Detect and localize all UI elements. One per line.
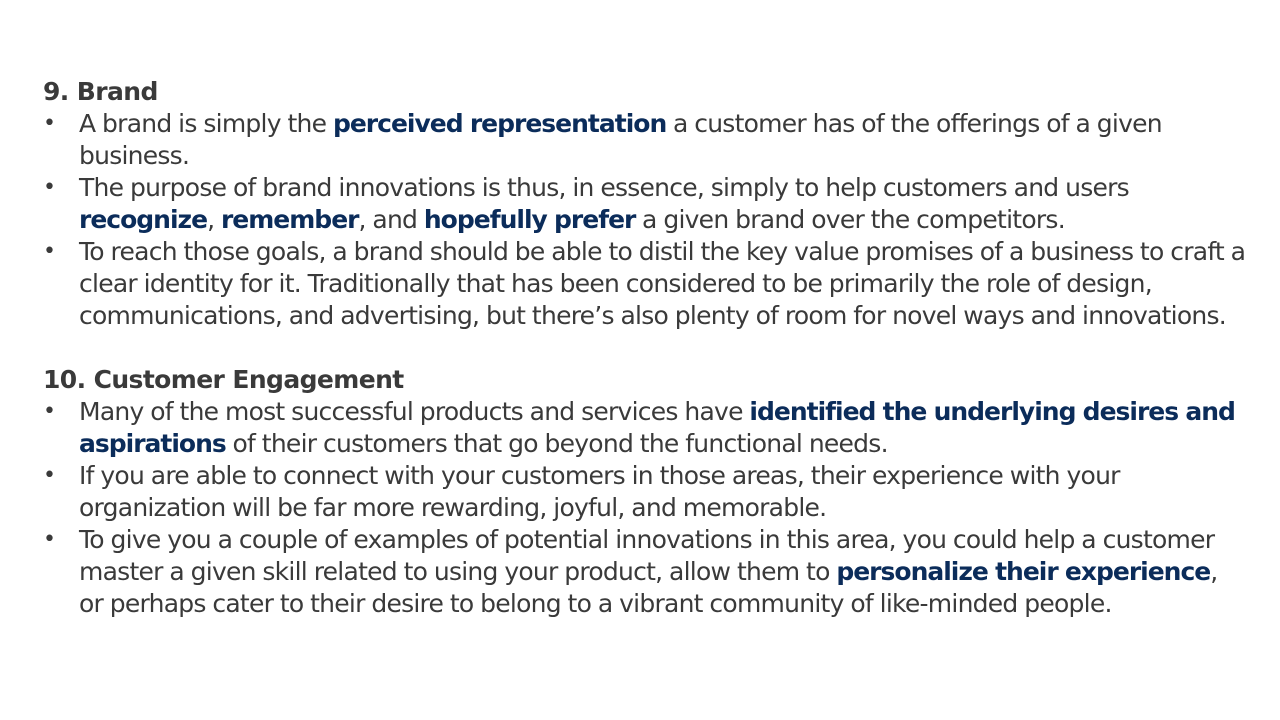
highlighted-term: hopefully prefer	[423, 205, 636, 234]
bullet-icon: •	[43, 399, 56, 424]
bullet-text: , and	[358, 205, 424, 234]
bullet-text: To give you a couple of examples of pote…	[79, 525, 1215, 586]
highlighted-term: recognize	[79, 205, 208, 234]
bullet-text: If you are able to connect with your cus…	[79, 461, 1120, 522]
highlighted-term: perceived representation	[332, 109, 667, 138]
highlighted-term: personalize their experience	[836, 557, 1211, 586]
bullet-icon: •	[43, 175, 56, 200]
section-heading: 10. Customer Engagement	[43, 365, 404, 394]
bullet-text: To reach those goals, a brand should be …	[79, 237, 1246, 330]
bullet-text: of their customers that go beyond the fu…	[225, 429, 888, 458]
bullet-item: • To reach those goals, a brand should be…	[43, 236, 1248, 332]
bullet-icon: •	[43, 111, 56, 136]
bullet-item: • If you are able to connect with your cu…	[43, 460, 1248, 524]
section-brand: 9. Brand • A brand is simply the perceive…	[43, 76, 1248, 332]
bullet-item: • Many of the most successful products an…	[43, 396, 1248, 460]
bullet-text: A brand is simply the	[79, 109, 333, 138]
bullet-item: • A brand is simply the perceived represe…	[43, 108, 1248, 172]
slide-content: 9. Brand • A brand is simply the perceive…	[43, 76, 1248, 620]
bullet-list: • Many of the most successful products an…	[43, 396, 1248, 620]
bullet-item: • To give you a couple of examples of pot…	[43, 524, 1248, 620]
bullet-text: The purpose of brand innovations is thus…	[79, 173, 1130, 202]
section-customer-engagement: 10. Customer Engagement • Many of the mos…	[43, 364, 1248, 620]
bullet-icon: •	[43, 527, 56, 552]
bullet-text: , or perhaps cater to their desire to be…	[79, 557, 1218, 618]
bullet-text: ,	[207, 205, 221, 234]
bullet-text: Many of the most successful products and…	[79, 397, 750, 426]
bullet-item: • The purpose of brand innovations is thu…	[43, 172, 1248, 236]
bullet-list: • A brand is simply the perceived represe…	[43, 108, 1248, 332]
bullet-text: a customer has of the offerings of a giv…	[79, 109, 1163, 170]
bullet-icon: •	[43, 463, 56, 488]
highlighted-term: identified the underlying desires and as…	[79, 397, 1236, 458]
section-heading: 9. Brand	[43, 77, 158, 106]
bullet-icon: •	[43, 239, 56, 264]
highlighted-term: remember	[220, 205, 360, 234]
bullet-text: a given brand over the competitors.	[635, 205, 1066, 234]
